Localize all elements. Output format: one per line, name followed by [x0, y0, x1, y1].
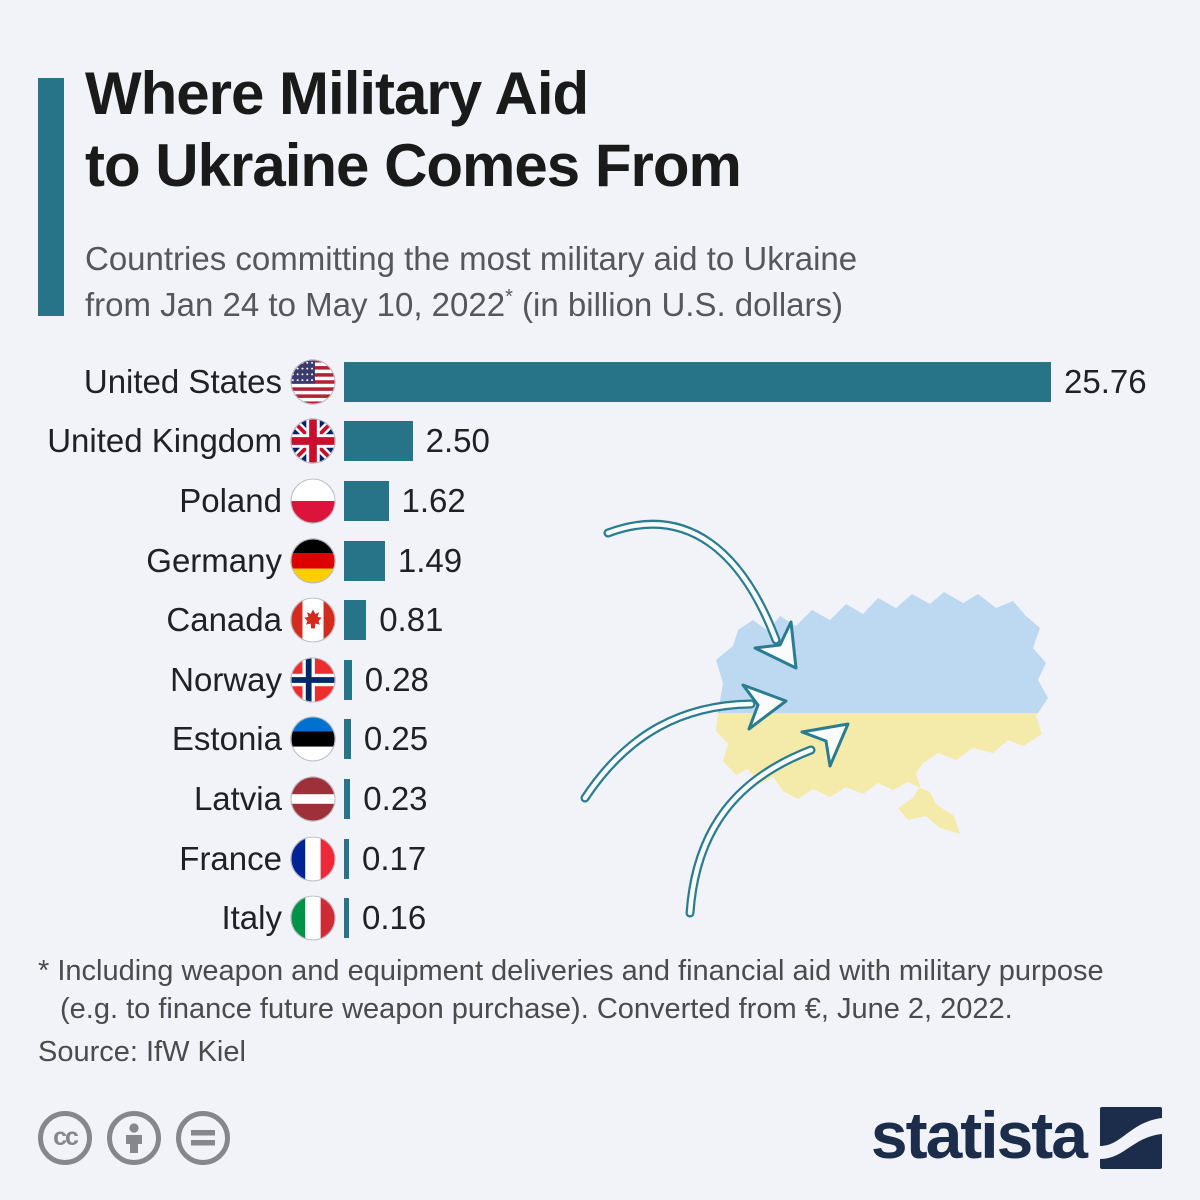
country-label: Poland	[179, 481, 282, 519]
united-states-flag-icon	[290, 359, 336, 405]
germany-flag-icon	[290, 538, 336, 584]
creative-commons-icon: cc	[38, 1111, 92, 1165]
italy-flag-icon	[290, 895, 336, 941]
chart-row: Germany 1.49	[38, 531, 1162, 591]
norway-flag-icon	[290, 657, 336, 703]
country-label: France	[179, 839, 282, 877]
subtitle-asterisk: *	[505, 286, 513, 309]
country-label: Estonia	[171, 720, 282, 758]
estonia-flag-icon	[290, 716, 336, 762]
bar-chart: United States 25.76 United Kingdom 2.50 Pol…	[38, 352, 1162, 948]
value-label: 2.50	[425, 422, 490, 460]
bottom-branding-row: cc statista	[38, 1102, 1162, 1174]
value-label: 0.23	[363, 779, 428, 817]
value-label: 1.49	[397, 541, 463, 579]
statista-wordmark: statista	[870, 1098, 1088, 1172]
value-label: 0.25	[363, 720, 429, 758]
value-label: 0.16	[362, 899, 427, 937]
chart-row: Latvia 0.23	[38, 769, 1162, 829]
page-title: Where Military Aid to Ukraine Comes From	[85, 60, 742, 199]
canada-flag-icon	[290, 597, 336, 643]
value-label: 0.28	[364, 660, 429, 698]
bar	[344, 659, 352, 700]
bar	[344, 361, 1051, 402]
bar	[344, 719, 351, 760]
subtitle-line2-suffix: (in billion U.S. dollars)	[512, 286, 843, 324]
bar	[344, 778, 351, 819]
country-label: Germany	[146, 541, 282, 579]
ukraine-map	[580, 519, 1048, 918]
statista-logo-mark-icon	[1100, 1107, 1162, 1169]
aid-arrow	[685, 722, 850, 918]
country-label: Latvia	[193, 779, 282, 817]
statista-logo: statista	[871, 1102, 1162, 1174]
bar	[344, 600, 367, 641]
chart-row: United States 25.76	[38, 352, 1162, 412]
no-derivatives-icon	[176, 1111, 230, 1165]
chart-row: Italy 0.16	[38, 888, 1162, 948]
country-label: Italy	[221, 899, 282, 937]
bar	[344, 480, 389, 521]
value-label: 25.76	[1064, 362, 1147, 400]
subtitle-line1: Countries committing the most military a…	[85, 240, 858, 277]
bar	[344, 838, 349, 879]
country-label: Canada	[166, 601, 282, 639]
value-label: 0.17	[362, 839, 427, 877]
footnote-line2: (e.g. to finance future weapon purchase)…	[60, 993, 1013, 1026]
ukraine-map-illustration	[568, 498, 1188, 958]
bar	[344, 421, 413, 462]
poland-flag-icon	[290, 478, 336, 524]
title-accent-bar	[38, 78, 64, 316]
source-label: Source: IfW Kiel	[38, 1036, 246, 1068]
equals-glyph	[191, 1130, 215, 1146]
aid-arrow	[603, 519, 798, 670]
latvia-flag-icon	[290, 776, 336, 822]
country-label: United Kingdom	[47, 422, 282, 460]
ukraine-shape	[716, 592, 1048, 834]
subtitle-line2-prefix: from Jan 24 to May 10, 2022	[85, 286, 506, 324]
person-glyph	[126, 1123, 142, 1153]
attribution-icon	[107, 1111, 161, 1165]
country-label: United States	[83, 362, 282, 400]
chart-row: United Kingdom 2.50	[38, 412, 1162, 472]
country-label: Norway	[170, 660, 282, 698]
footnote-line1: * Including weapon and equipment deliver…	[38, 955, 1104, 987]
chart-row: Canada 0.81	[38, 590, 1162, 650]
chart-row: Estonia 0.25	[38, 710, 1162, 770]
united-kingdom-flag-icon	[290, 418, 336, 464]
bar	[344, 540, 385, 581]
value-label: 0.81	[379, 601, 444, 639]
france-flag-icon	[290, 836, 336, 882]
chart-row: France 0.17	[38, 829, 1162, 889]
chart-row: Poland 1.62	[38, 471, 1162, 531]
aid-arrow	[580, 683, 788, 803]
value-label: 1.62	[401, 481, 466, 519]
bar	[344, 898, 349, 939]
footnote: * Including weapon and equipment deliver…	[38, 952, 1168, 1029]
chart-subtitle: Countries committing the most military a…	[85, 236, 1145, 328]
license-icons: cc	[38, 1111, 230, 1165]
chart-row: Norway 0.28	[38, 650, 1162, 710]
